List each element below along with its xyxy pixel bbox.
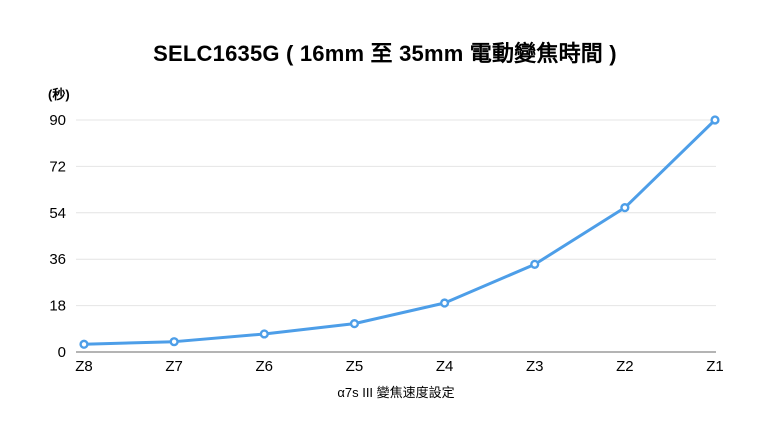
data-point-marker [79,339,89,349]
y-tick-label: 18 [49,298,66,315]
x-tick-label: Z6 [256,358,274,375]
y-axis-unit-label: (秒) [48,87,70,102]
x-tick-label: Z7 [165,358,183,375]
data-point-marker [349,319,360,329]
y-tick-label: 90 [49,112,66,129]
data-line [82,118,717,346]
chart-title: SELC1635G ( 16mm 至 35mm 電動變焦時間 ) [153,41,617,66]
x-axis-title: α7s III 變焦速度設定 [337,385,455,400]
y-tick-label: 36 [49,251,66,268]
y-tick-label: 72 [49,158,66,175]
data-point-marker [259,329,269,339]
x-tick-label: Z8 [75,358,93,375]
x-tick-label: Z2 [616,358,634,375]
x-tick-label: Z4 [436,358,454,375]
data-point-marker [439,298,450,308]
x-tick-label: Z3 [526,358,544,375]
y-tick-label: 54 [49,205,66,222]
y-tick-label: 0 [58,344,66,361]
data-point-marker [169,337,179,347]
x-tick-label: Z5 [346,358,364,375]
data-point-marker [710,115,720,125]
x-tick-label: Z1 [706,358,724,375]
data-point-marker [530,259,540,269]
data-point-marker [620,203,630,213]
